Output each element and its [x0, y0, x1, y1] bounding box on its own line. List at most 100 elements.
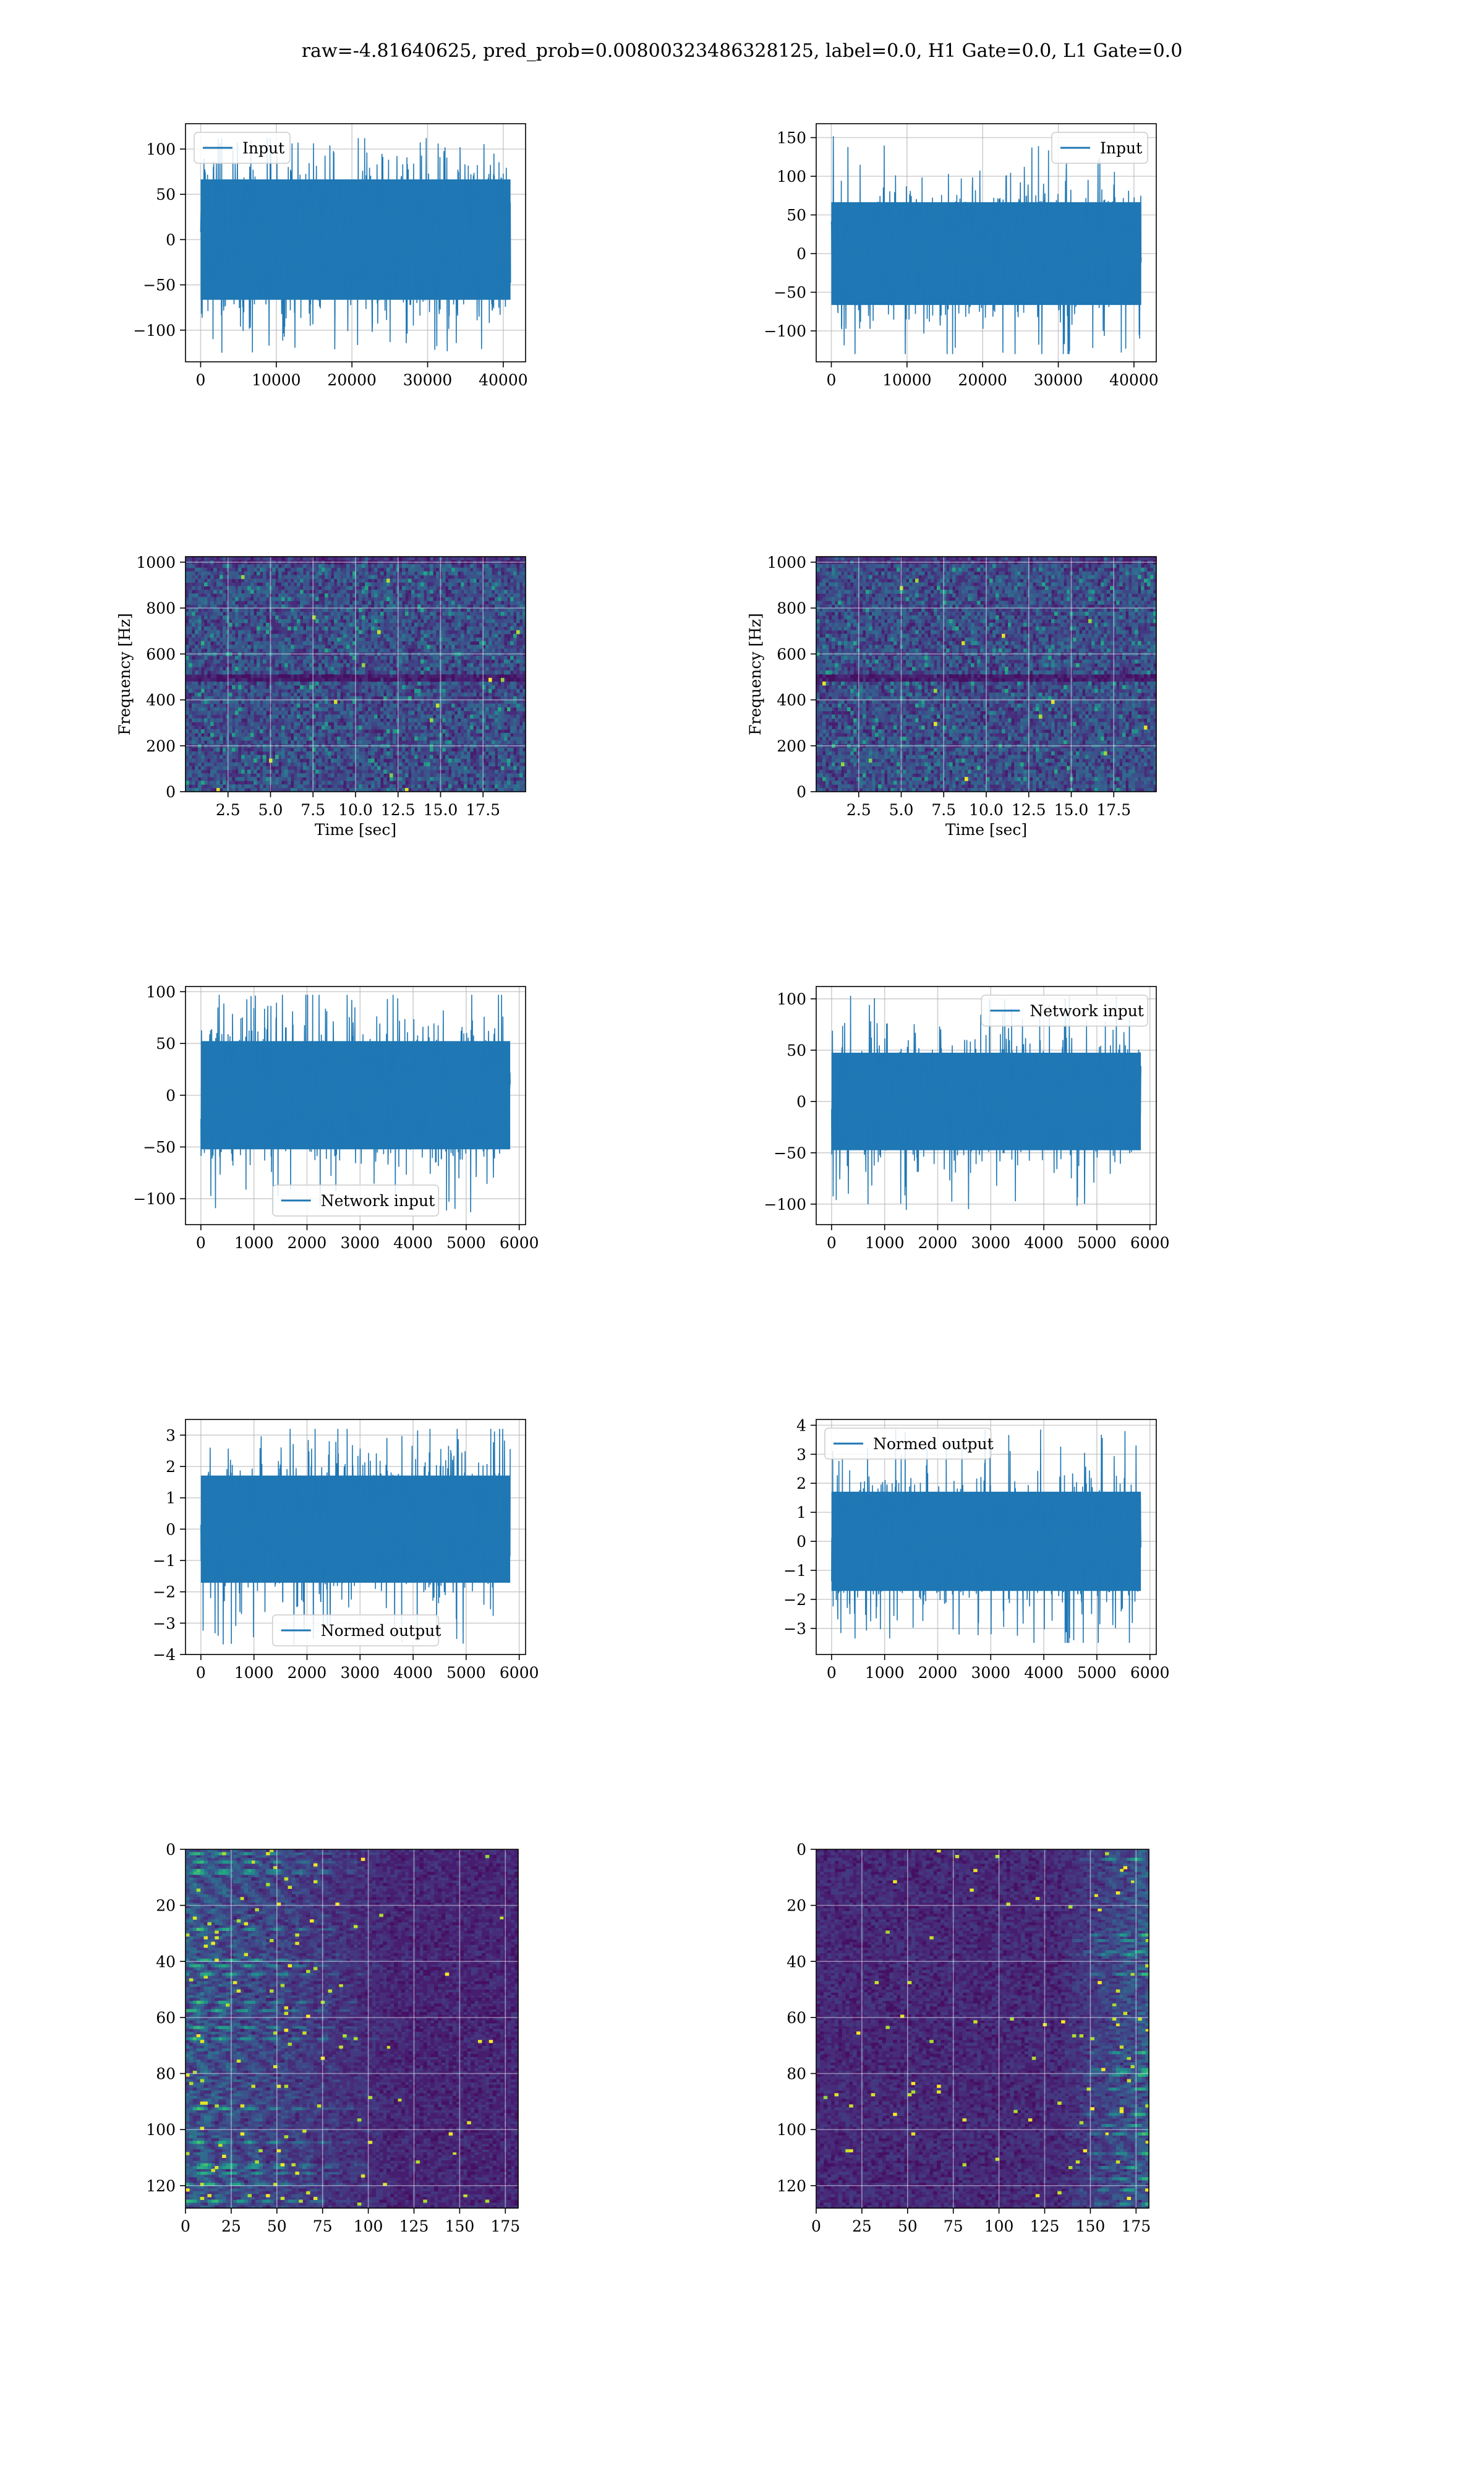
- x-tick-label: 12.5: [381, 801, 416, 819]
- x-tick-label: 5000: [446, 1234, 486, 1252]
- x-tick-label: 17.5: [1096, 801, 1131, 819]
- y-tick-label: −3: [153, 1614, 176, 1632]
- series-line: [200, 138, 511, 353]
- x-tick-label: 0: [196, 1234, 206, 1252]
- x-tick-label: 75: [313, 2217, 333, 2235]
- heatmap-cells: [186, 557, 526, 792]
- x-tick-label: 1000: [234, 1664, 274, 1682]
- heatmap-cell-group: [186, 1849, 325, 2206]
- y-tick-label: 0: [166, 231, 176, 249]
- axes-frame: [816, 556, 1157, 792]
- heatmap-cell-group: [845, 1855, 1149, 2194]
- x-tick-label: 2000: [918, 1234, 958, 1252]
- y-tick-label: −3: [783, 1620, 806, 1638]
- x-tick-label: 30000: [1034, 371, 1083, 389]
- x-tick-label: 10.0: [338, 801, 373, 819]
- x-tick-label: 150: [445, 2217, 475, 2235]
- heatmap-cell-group: [1086, 1849, 1149, 2209]
- legend-label: Input: [242, 139, 284, 157]
- heatmap-cells: [816, 1849, 1149, 2209]
- y-tick-label: 50: [787, 1042, 806, 1059]
- y-tick-label: 1000: [136, 554, 176, 571]
- y-tick-label: 100: [146, 2121, 176, 2139]
- legend-label: Network input: [1030, 1002, 1143, 1020]
- subplot-r2c1: 2.5 5.0 7.5 10.0 12.5 15.0 17.5 0 200 400 600 800 10…: [116, 554, 526, 839]
- x-tick-label: 3000: [971, 1664, 1010, 1682]
- x-tick-label: 75: [944, 2217, 963, 2235]
- legend-box: [194, 132, 291, 164]
- axes-frame: [185, 1419, 526, 1655]
- y-tick-label: 50: [156, 1035, 176, 1053]
- y-tick-label: 2: [796, 1475, 806, 1492]
- y-tick-label: 0: [796, 1841, 806, 1859]
- axes-frame: [816, 123, 1157, 362]
- y-tick-label: 600: [777, 645, 806, 663]
- legend-label: Network input: [321, 1192, 435, 1210]
- y-tick-label: 60: [156, 2009, 176, 2027]
- axes-frame: [185, 1849, 519, 2209]
- heatmap-cell-group: [186, 557, 526, 792]
- y-tick-label: −2: [153, 1583, 176, 1601]
- x-tick-label: 6000: [1130, 1664, 1170, 1682]
- y-tick-label: 200: [146, 737, 176, 755]
- y-axis-label: Frequency [Hz]: [116, 613, 134, 735]
- heatmap-cell-group: [186, 557, 526, 792]
- x-tick-label: 2.5: [216, 801, 241, 819]
- legend-box: [1051, 132, 1148, 164]
- y-tick-label: 0: [796, 783, 806, 801]
- y-tick-label: 800: [146, 599, 176, 617]
- y-tick-label: −50: [143, 1138, 176, 1156]
- heatmap-cell-group: [816, 557, 1157, 792]
- x-tick-label: 7.5: [931, 801, 956, 819]
- axes-frame: [816, 986, 1157, 1225]
- heatmap-cell-group: [1075, 1852, 1149, 2209]
- x-tick-label: 20000: [958, 371, 1007, 389]
- legend-box: [981, 995, 1148, 1027]
- x-tick-label: 2.5: [846, 801, 871, 819]
- heatmap-cell-group: [189, 1852, 259, 2203]
- y-tick-label: 3: [166, 1426, 176, 1444]
- subplot-r2c2: 2.5 5.0 7.5 10.0 12.5 15.0 17.5 0 200 400 600 800 10…: [746, 554, 1157, 839]
- y-tick-label: 0: [796, 1533, 806, 1551]
- y-tick-label: 100: [777, 168, 806, 186]
- x-tick-label: 0: [196, 371, 206, 389]
- y-tick-label: 200: [777, 737, 806, 755]
- x-tick-label: 50: [267, 2217, 287, 2235]
- y-tick-label: 1: [796, 1504, 806, 1522]
- x-tick-label: 6000: [1130, 1234, 1170, 1252]
- x-tick-label: 4000: [1024, 1664, 1064, 1682]
- heatmap-cell-group: [823, 2095, 828, 2099]
- legend-label: Input: [1100, 139, 1142, 157]
- y-tick-label: −2: [783, 1591, 806, 1609]
- x-tick-label: 10.0: [969, 801, 1004, 819]
- legend-label: Normed output: [321, 1622, 441, 1640]
- x-tick-label: 100: [354, 2217, 383, 2235]
- x-tick-label: 50: [898, 2217, 918, 2235]
- y-tick-label: 400: [777, 691, 806, 709]
- subplot-r3c1: 0 1000 2000 3000 4000 5000 6000 −100 −50 0 50 100 Ne…: [133, 983, 539, 1252]
- x-tick-label: 17.5: [466, 801, 500, 819]
- y-axis-label: Frequency [Hz]: [746, 613, 764, 735]
- x-tick-label: 12.5: [1012, 801, 1046, 819]
- x-tick-label: 6000: [500, 1664, 539, 1682]
- heatmap-cell-group: [390, 773, 393, 777]
- y-tick-label: 60: [787, 2009, 806, 2027]
- x-tick-label: 15.0: [1054, 801, 1089, 819]
- x-tick-label: 125: [1030, 2217, 1060, 2235]
- y-tick-label: 0: [166, 1841, 176, 1859]
- y-tick-label: −50: [143, 276, 176, 294]
- legend-box: [271, 1614, 440, 1646]
- y-tick-label: 100: [146, 140, 176, 158]
- series-line: [831, 995, 1141, 1210]
- x-tick-label: 4000: [393, 1234, 433, 1252]
- x-axis-label: Time [sec]: [315, 821, 396, 839]
- axes-frame: [185, 556, 526, 792]
- y-tick-label: 1000: [767, 554, 806, 571]
- axes-frame: [185, 123, 526, 362]
- x-tick-label: 20000: [327, 371, 377, 389]
- series-line: [830, 136, 1142, 354]
- y-tick-label: 100: [777, 2121, 806, 2139]
- y-tick-label: −1: [153, 1552, 176, 1570]
- y-tick-label: −100: [133, 1190, 176, 1208]
